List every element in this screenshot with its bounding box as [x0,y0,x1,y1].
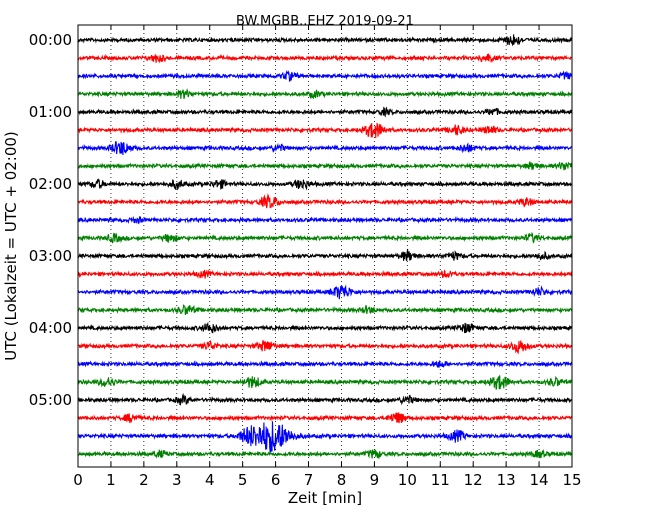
y-tick-label: 00:00 [29,31,72,49]
y-tick-label: 04:00 [29,319,72,337]
trace-row [77,375,573,390]
x-tick-label: 3 [172,471,182,489]
x-axis-label: Zeit [min] [288,489,362,507]
grid-lines [110,25,540,467]
trace-row [77,215,573,225]
x-tick-label: 15 [562,471,581,489]
x-axis-ticks: 0 1 2 3 4 5 6 7 8 9 10 11 12 13 14 15 [73,25,582,489]
trace-row [77,70,573,82]
trace-row [77,449,573,460]
trace-row [77,34,573,47]
trace-row [77,392,573,406]
trace-row [77,106,573,118]
trace-row [77,88,573,100]
y-axis-ticks: 00:00 01:00 02:00 03:00 04:00 05:00 [29,31,572,409]
x-tick-label: 9 [370,471,380,489]
x-tick-label: 4 [205,471,215,489]
trace-row [77,160,573,171]
trace-row [77,248,573,262]
x-tick-label: 1 [106,471,116,489]
chart-title: BW.MGBB..EHZ 2019-09-21 [236,14,414,29]
plot-frame [77,24,573,468]
trace-row [77,360,573,368]
trace-row [77,321,573,334]
trace-row [77,193,573,209]
trace-row [77,304,573,316]
y-tick-label: 05:00 [29,391,72,409]
trace-row [77,412,573,424]
x-tick-label: 14 [530,471,549,489]
trace-row [77,231,573,244]
x-tick-label: 6 [271,471,281,489]
x-tick-label: 5 [238,471,248,489]
x-tick-label: 12 [464,471,483,489]
trace-row [77,122,573,139]
x-tick-label: 0 [73,471,83,489]
trace-row [77,269,573,279]
x-tick-label: 8 [337,471,347,489]
x-tick-label: 7 [304,471,314,489]
y-axis-label: UTC (Lokalzeit = UTC + 02:00) [2,131,20,361]
trace-row [77,178,573,191]
trace-row [77,53,573,64]
y-tick-label: 03:00 [29,247,72,265]
x-tick-label: 2 [139,471,149,489]
trace-row [77,141,573,155]
trace-row [77,339,573,355]
trace-row [77,284,573,300]
x-tick-label: 13 [497,471,516,489]
x-tick-label: 10 [398,471,417,489]
y-tick-label: 02:00 [29,175,72,193]
y-tick-label: 01:00 [29,103,72,121]
seismic-traces [77,34,573,460]
trace-row [77,421,573,453]
x-tick-label: 11 [431,471,450,489]
